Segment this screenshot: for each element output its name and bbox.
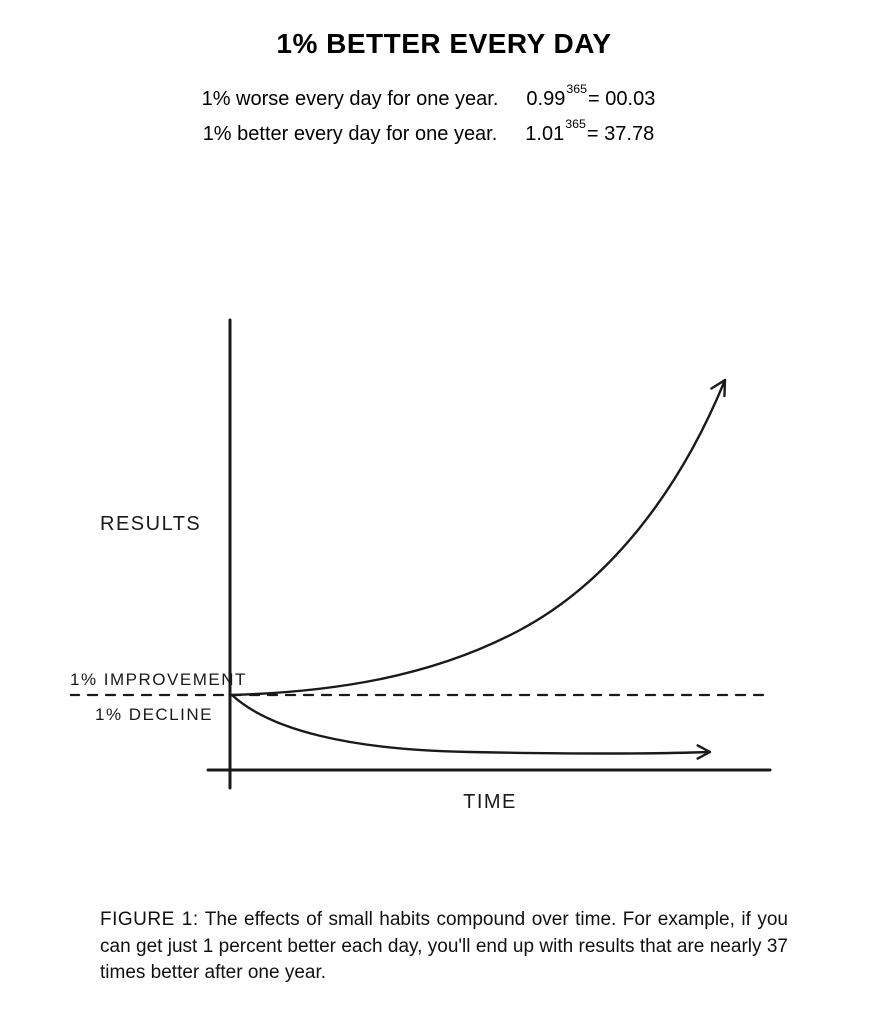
equation-math: 0.99365= 00.03: [526, 88, 686, 111]
growth-decline-chart: TIME RESULTS 1% IMPROVEMENT 1% DECLINE: [70, 300, 830, 820]
equations-block: 1% worse every day for one year. 0.99365…: [0, 88, 888, 146]
svg-text:TIME: TIME: [463, 791, 517, 813]
equation-exponent: 365: [566, 82, 587, 96]
figure-caption: FIGURE 1: The effects of small habits co…: [100, 907, 788, 986]
svg-text:1% IMPROVEMENT: 1% IMPROVEMENT: [70, 670, 247, 689]
equation-desc: 1% better every day for one year.: [203, 123, 498, 146]
equation-base: 0.99: [526, 88, 565, 111]
equation-result: = 37.78: [587, 123, 654, 146]
equation-base: 1.01: [525, 123, 564, 146]
svg-text:RESULTS: RESULTS: [100, 513, 201, 535]
chart-container: TIME RESULTS 1% IMPROVEMENT 1% DECLINE: [70, 300, 830, 820]
svg-text:1% DECLINE: 1% DECLINE: [95, 705, 213, 724]
page-title: 1% BETTER EVERY DAY: [0, 0, 888, 60]
equation-exponent: 365: [565, 117, 586, 131]
caption-label: FIGURE 1:: [100, 909, 199, 930]
equation-result: = 00.03: [588, 88, 655, 111]
equation-math: 1.01365 = 37.78: [525, 123, 685, 146]
equation-worse: 1% worse every day for one year. 0.99365…: [0, 88, 888, 111]
equation-better: 1% better every day for one year. 1.0136…: [0, 123, 888, 146]
caption-text: The effects of small habits compound ove…: [100, 909, 788, 982]
equation-desc: 1% worse every day for one year.: [202, 88, 499, 111]
